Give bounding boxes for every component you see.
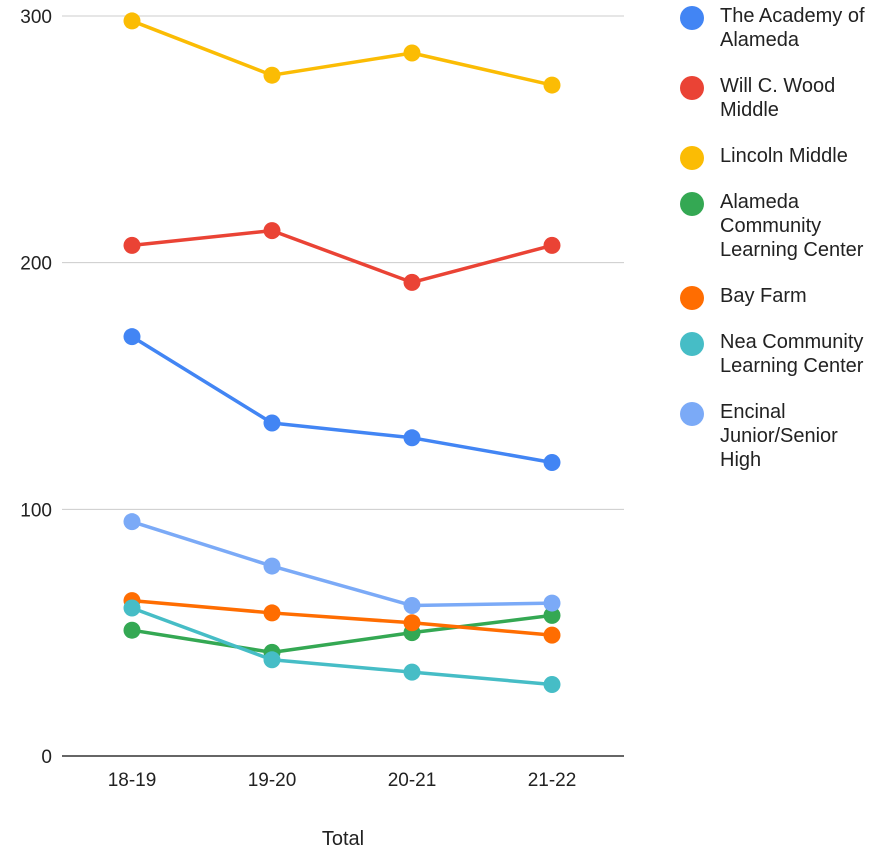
series-line xyxy=(131,228,553,285)
series-3 xyxy=(123,606,561,661)
legend-label: Nea Community Learning Center xyxy=(720,331,864,377)
legend-label: Alameda Community Learning Center xyxy=(720,191,864,261)
data-point xyxy=(123,236,141,254)
data-point xyxy=(403,44,421,62)
data-point xyxy=(403,663,421,681)
legend-item: Nea Community Learning Center xyxy=(680,330,875,378)
series-line xyxy=(131,335,553,465)
series-group xyxy=(123,12,561,693)
data-point xyxy=(263,557,281,575)
series-line xyxy=(131,606,553,687)
legend-item: Alameda Community Learning Center xyxy=(680,190,875,262)
data-point xyxy=(403,614,421,632)
data-point xyxy=(123,328,141,346)
data-point xyxy=(263,604,281,622)
data-point xyxy=(123,599,141,617)
series-line xyxy=(131,519,553,608)
series-2 xyxy=(123,12,561,94)
series-4 xyxy=(123,592,561,644)
y-tick-label: 300 xyxy=(20,7,52,28)
x-axis-title: Total xyxy=(322,828,364,850)
legend-label: Will C. Wood Middle xyxy=(720,75,836,121)
x-axis-tick-labels: 18-19 19-20 20-21 21-22 xyxy=(108,770,577,791)
legend-swatch xyxy=(680,192,704,216)
y-tick-label: 200 xyxy=(20,254,52,275)
data-point xyxy=(403,273,421,291)
legend: The Academy of Alameda Will C. Wood Middl… xyxy=(680,4,875,494)
legend-swatch xyxy=(680,332,704,356)
legend-item: Lincoln Middle xyxy=(680,144,875,170)
series-6 xyxy=(123,513,561,615)
data-point xyxy=(543,236,561,254)
legend-swatch xyxy=(680,286,704,310)
data-point xyxy=(543,606,561,624)
legend-label: Bay Farm xyxy=(720,285,807,307)
series-0 xyxy=(123,328,561,471)
legend-label: The Academy of Alameda xyxy=(720,5,865,51)
legend-item: Bay Farm xyxy=(680,284,875,310)
data-point xyxy=(403,429,421,447)
legend-swatch xyxy=(680,402,704,426)
series-line xyxy=(131,598,553,637)
y-tick-label: 0 xyxy=(41,747,52,768)
legend-swatch xyxy=(680,6,704,30)
data-point xyxy=(543,626,561,644)
data-point xyxy=(263,66,281,84)
series-5 xyxy=(123,599,561,693)
data-point xyxy=(543,675,561,693)
data-point xyxy=(543,453,561,471)
legend-swatch xyxy=(680,146,704,170)
legend-item: The Academy of Alameda xyxy=(680,4,875,52)
x-tick-label: 18-19 xyxy=(108,770,157,791)
data-point xyxy=(403,597,421,615)
data-point xyxy=(263,651,281,669)
series-1 xyxy=(123,222,561,291)
data-point xyxy=(123,621,141,639)
data-point xyxy=(543,76,561,94)
legend-label: Encinal Junior/Senior High xyxy=(720,401,838,471)
data-point xyxy=(263,222,281,240)
legend-item: Will C. Wood Middle xyxy=(680,74,875,122)
legend-swatch xyxy=(680,76,704,100)
series-line xyxy=(131,19,553,87)
data-point xyxy=(123,513,141,531)
data-point xyxy=(263,414,281,432)
x-tick-label: 21-22 xyxy=(528,770,577,791)
gridlines xyxy=(62,15,624,510)
legend-label: Lincoln Middle xyxy=(720,145,848,167)
legend-item: Encinal Junior/Senior High xyxy=(680,400,875,472)
y-tick-label: 100 xyxy=(20,500,52,521)
data-point xyxy=(543,594,561,612)
data-point xyxy=(123,12,141,30)
x-tick-label: 19-20 xyxy=(248,770,297,791)
x-tick-label: 20-21 xyxy=(388,770,437,791)
y-axis-tick-labels: 0 100 200 300 xyxy=(20,7,52,768)
series-line xyxy=(131,613,553,655)
